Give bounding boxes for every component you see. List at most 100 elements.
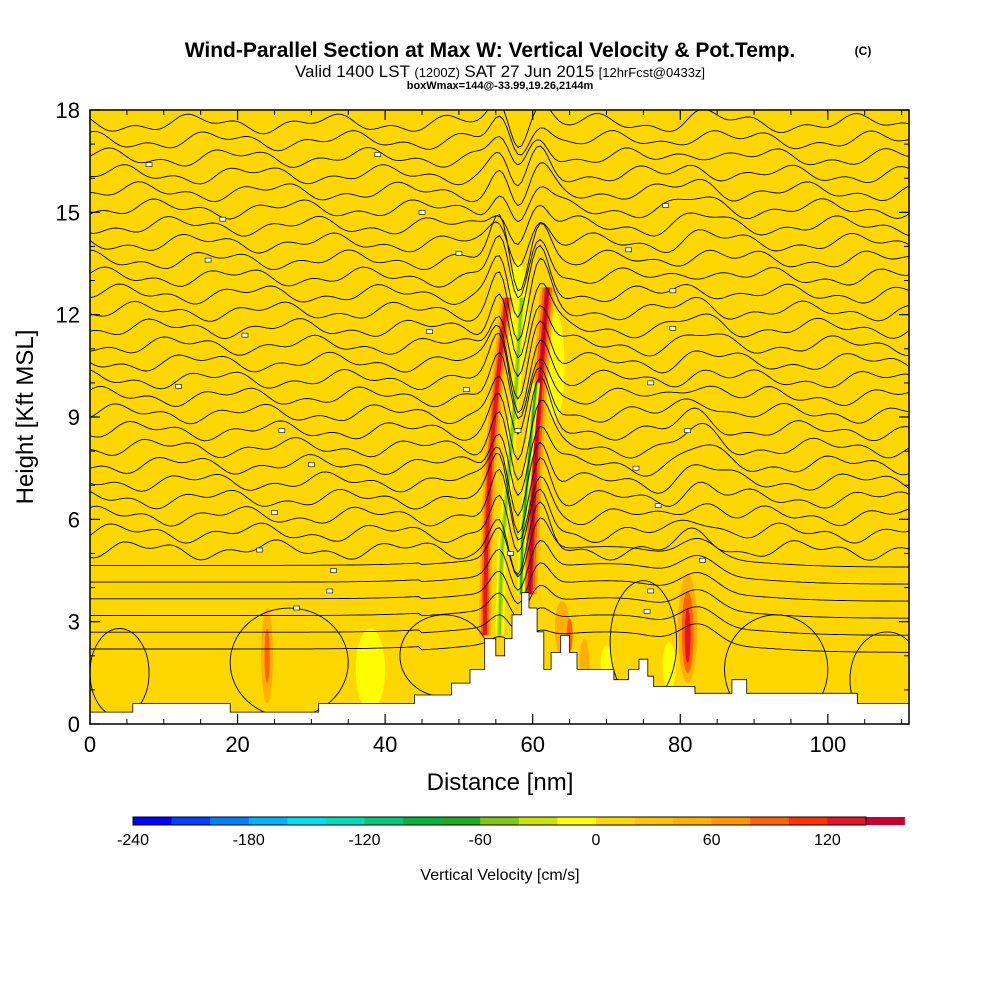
colorbar-frame xyxy=(132,816,867,826)
colorbar-tick-label: -240 xyxy=(117,832,149,849)
colorbar-swatch xyxy=(210,817,250,825)
w-weak-downdraft-area xyxy=(355,628,386,711)
colorbar-swatch xyxy=(441,817,481,825)
contour-label-marker xyxy=(462,387,470,393)
y-tick-label: 18 xyxy=(56,98,80,123)
theta-contour xyxy=(90,399,909,481)
x-tick-label: 100 xyxy=(809,732,846,757)
x-axis: 0 20 40 60 80 100 xyxy=(84,110,903,757)
contour-label-marker xyxy=(278,428,286,433)
w-low-level-updraft xyxy=(264,628,270,684)
x-tick-label: 40 xyxy=(373,732,397,757)
theta-contour xyxy=(90,351,909,419)
colorbar-swatch xyxy=(364,817,404,825)
contour-label-marker xyxy=(625,247,632,253)
w-weak-updraft-area xyxy=(783,110,814,383)
x-tick-label: 80 xyxy=(668,732,692,757)
theta-contour xyxy=(90,562,909,605)
theta-contour xyxy=(90,162,909,207)
terrain-layer xyxy=(89,592,910,725)
contour-label-marker xyxy=(669,288,677,294)
w-weak-updraft-area xyxy=(631,110,656,486)
theta-contour xyxy=(90,425,909,497)
y-tick-label: 6 xyxy=(68,507,80,532)
theta-contour xyxy=(90,115,909,156)
contour-label-marker xyxy=(145,162,153,167)
theta-contour xyxy=(90,441,909,517)
w-weak-updraft-area xyxy=(814,280,842,622)
colorbar-swatch xyxy=(673,817,712,825)
colorbar-swatch xyxy=(557,817,597,825)
y-axis-label: Height [Kft MSL] xyxy=(12,330,39,505)
copyright-mark: (C) xyxy=(855,44,872,58)
colorbar-label: Vertical Velocity [cm/s] xyxy=(420,867,579,884)
contour-label-marker xyxy=(241,332,249,338)
contour-label-marker xyxy=(326,588,334,594)
theta-contour xyxy=(90,584,909,619)
w-updraft-core xyxy=(528,287,549,595)
contour-label-marker xyxy=(684,428,691,433)
colorbar-swatch xyxy=(248,817,288,825)
contour-label-marker xyxy=(662,203,669,208)
colorbar-tick-label: -120 xyxy=(348,832,380,849)
contour-label-marker xyxy=(507,551,514,556)
theta-contour xyxy=(90,517,909,578)
y-tick-label: 12 xyxy=(56,303,80,328)
theta-closed-contour xyxy=(849,631,909,724)
x-tick-label: 0 xyxy=(84,732,96,757)
w-weak-updraft-area xyxy=(165,297,192,571)
w-low-level-downdraft xyxy=(662,642,676,690)
theta-contour xyxy=(90,539,909,592)
terrain-profile xyxy=(89,592,910,725)
contour-label-marker xyxy=(647,380,655,386)
theta-contours-layer xyxy=(90,110,909,724)
theta-contour xyxy=(90,304,909,378)
contour-label-marker xyxy=(699,557,706,563)
contour-label-marker xyxy=(632,465,640,471)
theta-contour xyxy=(90,366,909,436)
theta-contour xyxy=(90,221,909,268)
contour-label-marker xyxy=(643,609,651,614)
theta-contour xyxy=(90,214,909,292)
x-tick-label: 60 xyxy=(520,732,544,757)
contour-label-marker xyxy=(418,210,426,215)
theta-contour xyxy=(90,136,909,168)
contour-label-marker xyxy=(514,428,522,433)
y-tick-label: 3 xyxy=(68,610,80,635)
theta-contour xyxy=(90,453,909,534)
theta-contour xyxy=(90,244,909,319)
colorbar-tick-label: -180 xyxy=(233,832,265,849)
w-downdraft-core xyxy=(518,382,539,595)
contour-label-marker xyxy=(308,462,315,468)
y-tick-label: 0 xyxy=(68,712,80,737)
theta-contour xyxy=(90,376,909,461)
theta-contour xyxy=(90,606,909,636)
contour-label-marker xyxy=(204,257,212,263)
contour-label-marker xyxy=(374,152,382,157)
colorbar-swatch xyxy=(750,817,790,825)
box-wmax-info: boxWmax=144@-33.99,19.26,2144m xyxy=(407,80,594,92)
contour-label-marker xyxy=(271,510,278,515)
y-tick-label: 9 xyxy=(68,405,80,430)
colorbar-swatch xyxy=(403,817,442,825)
w-updraft-core xyxy=(482,297,509,636)
contour-label-marker xyxy=(293,605,300,611)
colorbar-tick-label: -60 xyxy=(469,832,492,849)
w-weak-updraft-area xyxy=(239,280,266,724)
plot-area xyxy=(89,109,910,725)
w-weak-updraft-area xyxy=(187,536,229,724)
contour-label-marker xyxy=(426,329,433,335)
contour-label-marker xyxy=(256,547,264,553)
w-weak-updraft-area xyxy=(596,348,617,622)
w-weak-updraft-area xyxy=(442,110,461,452)
theta-contour xyxy=(90,468,909,541)
w-lee-updraft xyxy=(684,608,691,663)
theta-contour xyxy=(90,110,909,148)
colorbar-tick-label: 60 xyxy=(703,832,721,849)
w-downdraft-core xyxy=(498,297,523,636)
w-shading-layer xyxy=(101,110,883,724)
y-axis: 0 3 6 9 12 15 18 xyxy=(56,98,909,737)
w-weak-updraft-area xyxy=(568,110,586,520)
w-updraft-core xyxy=(481,297,511,636)
